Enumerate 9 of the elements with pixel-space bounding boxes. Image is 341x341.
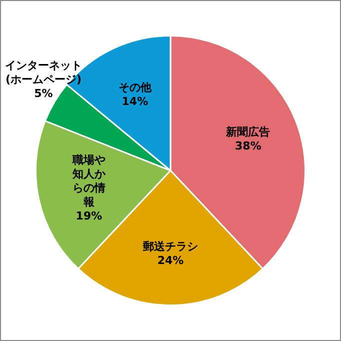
data-label: 14% <box>122 94 148 108</box>
slice-label: 郵送チラシ <box>142 240 198 253</box>
data-label: 19% <box>76 210 102 223</box>
slice-label: 新聞広告 <box>225 126 270 139</box>
slice-label: その他 <box>118 80 152 94</box>
slice-label: 職場や知人からの情報 <box>71 154 106 209</box>
data-label: 5% <box>34 86 53 100</box>
data-label: 38% <box>235 140 262 153</box>
data-label: 24% <box>157 254 184 267</box>
